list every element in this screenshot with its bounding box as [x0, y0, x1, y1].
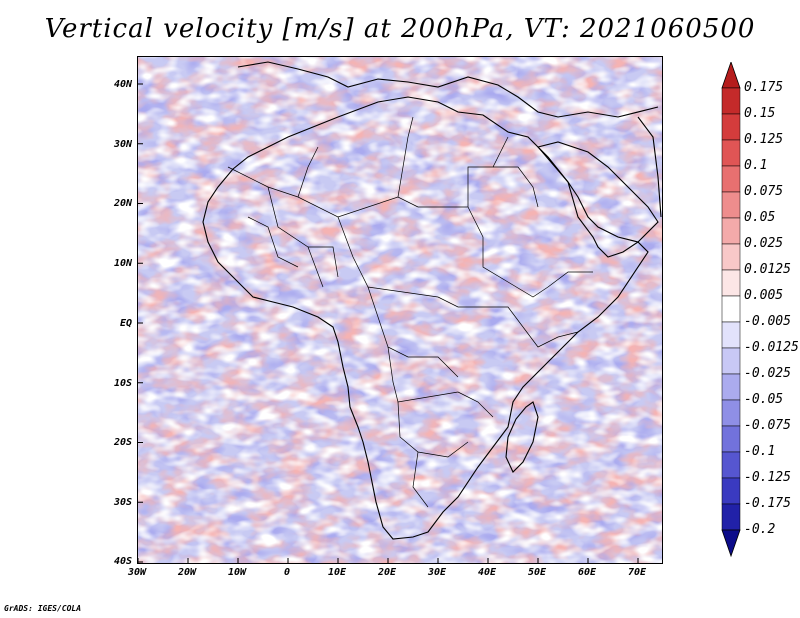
colorbar-label: 0.15 — [744, 106, 776, 121]
colorbar-label: -0.075 — [744, 418, 791, 433]
colorbar-label: -0.125 — [744, 470, 791, 485]
y-tick-label: 20S — [113, 437, 132, 448]
india-outline — [637, 116, 662, 218]
colorbar-segment — [721, 139, 741, 167]
x-tick-label: 50E — [527, 567, 547, 578]
colorbar-segment — [721, 113, 741, 141]
colorbar-segment — [721, 373, 741, 401]
colorbar-segment — [721, 295, 741, 323]
arabia-outline — [537, 141, 659, 243]
colorbar-label: -0.2 — [744, 522, 776, 537]
colorbar-label: -0.1 — [744, 444, 776, 459]
colorbar-label: 0.125 — [744, 132, 784, 147]
colorbar-label: 0.005 — [744, 288, 784, 303]
y-tick-label: 40N — [113, 79, 132, 90]
colorbar-label: -0.005 — [744, 314, 791, 329]
x-tick-label: 70E — [627, 567, 647, 578]
colorbar-label: 0.0125 — [744, 262, 791, 277]
colorbar-segment — [721, 321, 741, 349]
colorbar-segment — [721, 269, 741, 297]
colorbar-segment — [721, 477, 741, 505]
europe-outline — [237, 61, 659, 118]
colorbar-segment — [721, 503, 741, 531]
colorbar-segment — [721, 243, 741, 271]
colorbar-segment — [721, 217, 741, 245]
x-tick-label: 20E — [377, 567, 397, 578]
y-tick-label: 10S — [113, 378, 132, 389]
colorbar-bottom-triangle — [721, 529, 741, 558]
grads-credit: GrADS: IGES/COLA — [4, 604, 82, 613]
colorbar-label: 0.05 — [744, 210, 776, 225]
y-tick-label: 10N — [113, 258, 132, 269]
colorbar — [721, 62, 741, 558]
colorbar-label: 0.075 — [744, 184, 784, 199]
x-tick-label: 0 — [283, 567, 291, 578]
colorbar-label: -0.05 — [744, 392, 784, 407]
colorbar-label: 0.1 — [744, 158, 768, 173]
coastlines — [202, 61, 662, 540]
y-tick-label: 30S — [113, 497, 132, 508]
y-tick-label: 40S — [113, 556, 132, 567]
y-tick-label: EQ — [119, 318, 132, 329]
velocity-field-map — [138, 57, 662, 563]
madagascar-outline — [505, 401, 539, 473]
africa-coastline — [202, 96, 649, 540]
y-tick-label: 30N — [113, 139, 132, 150]
y-tick-label: 20N — [113, 198, 132, 209]
colorbar-segment — [721, 191, 741, 219]
colorbar-segment — [721, 425, 741, 453]
x-tick-label: 60E — [577, 567, 597, 578]
colorbar-segment — [721, 399, 741, 427]
colorbar-label: -0.0125 — [744, 340, 799, 355]
colorbar-segment — [721, 451, 741, 479]
colorbar-segment — [721, 87, 741, 115]
x-tick-label: 20W — [177, 567, 197, 578]
map-plot-area — [137, 56, 663, 564]
colorbar-label: -0.025 — [744, 366, 791, 381]
x-tick-label: 40E — [477, 567, 497, 578]
colorbar-label: 0.175 — [744, 80, 784, 95]
colorbar-top-triangle — [721, 62, 741, 89]
chart-title: Vertical velocity [m/s] at 200hPa, VT: 2… — [44, 14, 756, 44]
colorbar-label: -0.175 — [744, 496, 791, 511]
colorbar-segment — [721, 347, 741, 375]
x-tick-label: 30W — [127, 567, 147, 578]
x-tick-label: 10W — [227, 567, 247, 578]
near-zero-texture — [138, 57, 662, 563]
x-tick-label: 30E — [427, 567, 447, 578]
colorbar-segment — [721, 165, 741, 193]
country-borders — [227, 116, 593, 508]
colorbar-label: 0.025 — [744, 236, 784, 251]
x-tick-label: 10E — [327, 567, 347, 578]
